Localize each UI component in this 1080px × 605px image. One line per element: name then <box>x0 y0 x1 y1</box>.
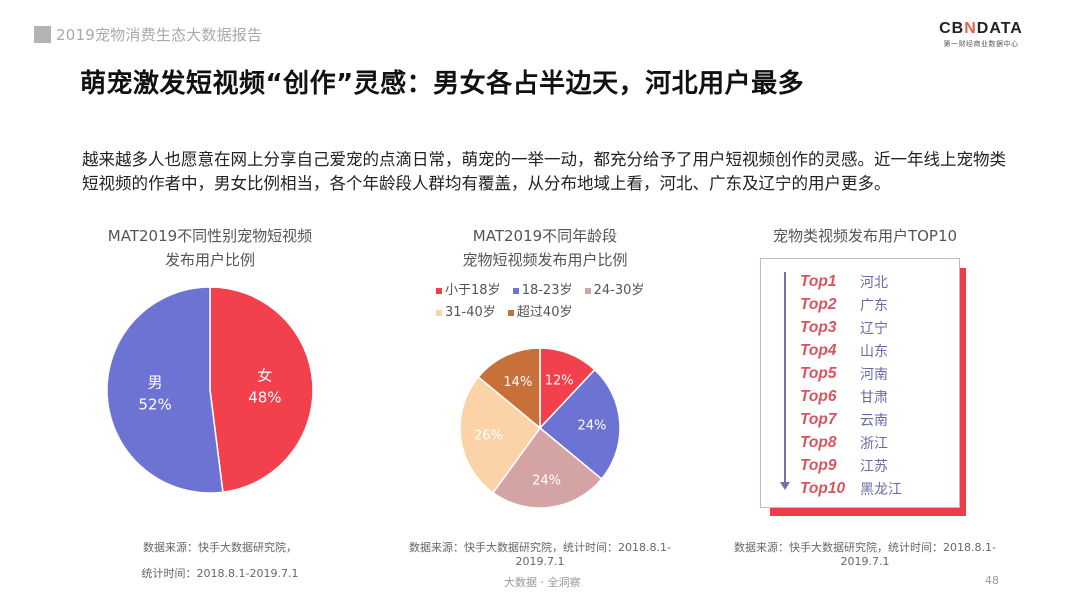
page-title: 萌宠激发短视频“创作”灵感：男女各占半边天，河北用户最多 <box>80 69 805 99</box>
age-chart-title: MAT2019不同年龄段 宠物短视频发布用户比例 <box>462 227 628 269</box>
slice-value-label: 48% <box>248 389 281 407</box>
legend-item: 18-23岁 <box>512 280 572 302</box>
gender-pie-chart: 女 48% 男 52% <box>106 286 314 494</box>
legend-item: 24-30岁 <box>584 280 644 302</box>
pie-slice <box>538 368 621 481</box>
pie-slice <box>209 286 314 494</box>
logo-brand: CBNDATA <box>939 20 1023 37</box>
description-paragraph: 越来越多人也愿意在网上分享自己爱宠的点滴日常，萌宠的一举一动，都充分给予了用户短… <box>82 150 1006 193</box>
pie-slice <box>106 286 224 494</box>
list-item: Top4 山东 <box>800 341 888 360</box>
rank-arrow-line <box>784 272 786 484</box>
legend-swatch-icon <box>436 310 442 316</box>
slice-value-label: 26% <box>474 429 503 444</box>
slice-value-label: 14% <box>503 375 532 390</box>
logo-x-mark: N <box>964 20 977 37</box>
pie-slice <box>491 426 603 509</box>
top10-title: 宠物类视频发布用户TOP10 <box>772 227 958 245</box>
legend-swatch-icon <box>436 288 442 294</box>
header-square-icon <box>34 26 51 43</box>
list-item: Top6 甘肃 <box>800 387 888 406</box>
list-item: Top2 广东 <box>800 295 888 314</box>
footer-slogan: 大数据 · 全洞察 <box>504 576 581 589</box>
top10-box <box>760 258 960 508</box>
slice-name-label: 男 <box>148 373 163 391</box>
list-item: Top3 辽宁 <box>800 318 888 337</box>
age-data-source: 数据来源：快手大数据研究院，统计时间：2018.8.1- 2019.7.1 <box>409 541 671 568</box>
legend-swatch-icon <box>584 288 591 294</box>
slice-name-label: 女 <box>257 367 272 385</box>
top10-data-source: 数据来源：快手大数据研究院，统计时间：2018.8.1- 2019.7.1 <box>734 541 996 568</box>
age-pie-chart: 12% 24% 24% 26% 14% <box>459 347 621 509</box>
gender-data-source: 数据来源：快手大数据研究院， 统计时间：2018.8.1-2019.7.1 <box>141 541 299 580</box>
list-item: Top1 河北 <box>800 272 888 291</box>
list-item: Top8 浙江 <box>800 433 888 452</box>
list-item: Top7 云南 <box>800 410 888 429</box>
list-item: Top9 江苏 <box>800 456 888 475</box>
legend-swatch-icon <box>507 310 514 316</box>
list-item: Top10 黑龙江 <box>800 479 902 498</box>
top10-list: Top1 河北 Top2 广东 Top3 辽宁 Top4 山东 Top5 河南 Top6 甘… <box>800 270 902 500</box>
slice-value-label: 24% <box>577 419 606 434</box>
list-item: Top5 河南 <box>800 364 888 383</box>
arrow-down-icon <box>780 482 790 490</box>
report-title: 2019宠物消费生态大数据报告 <box>56 26 263 44</box>
legend-item: 小于18岁 <box>436 280 501 302</box>
cbndata-logo: CBNDATA 第一财经商业数据中心 <box>936 20 1026 49</box>
pie-slice <box>477 347 541 430</box>
age-chart-legend: 小于18岁 18-23岁 24-30岁 31-40岁 超过40岁 <box>436 280 666 324</box>
logo-subtitle: 第一财经商业数据中心 <box>943 40 1019 48</box>
pie-slice <box>539 347 596 430</box>
slice-value-label: 24% <box>532 474 561 489</box>
page-number: 48 <box>985 574 999 587</box>
legend-swatch-icon <box>512 288 519 294</box>
slice-value-label: 52% <box>138 395 171 413</box>
report-header: 2019宠物消费生态大数据报告 <box>34 24 262 45</box>
gender-chart-title: MAT2019不同性别宠物短视频 发布用户比例 <box>107 227 313 269</box>
pie-slice <box>459 375 542 494</box>
legend-item: 31-40岁 <box>436 302 496 324</box>
slice-value-label: 12% <box>545 374 574 389</box>
legend-item: 超过40岁 <box>507 302 572 324</box>
